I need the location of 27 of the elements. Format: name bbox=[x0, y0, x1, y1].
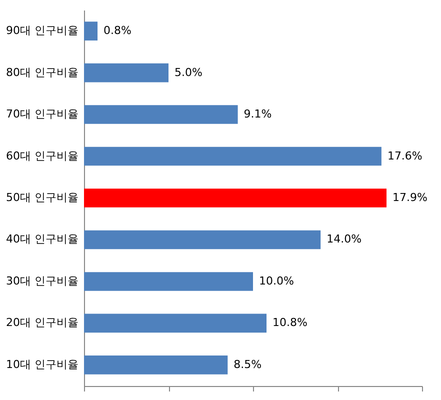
y-tick-label: 10대 인구비율 bbox=[6, 358, 78, 371]
data-label: 14.0% bbox=[326, 232, 362, 246]
bar bbox=[84, 146, 382, 166]
bar bbox=[84, 63, 168, 82]
bar bbox=[84, 105, 238, 124]
data-label: 5.0% bbox=[174, 66, 202, 79]
data-label: 10.0% bbox=[259, 274, 294, 288]
y-tick-label: 80대 인구비율 bbox=[6, 66, 78, 79]
data-label: 0.8% bbox=[104, 24, 132, 38]
data-label: 9.1% bbox=[244, 108, 272, 121]
bar bbox=[84, 356, 228, 374]
bar bbox=[84, 188, 387, 208]
y-tick-label: 50대 인구비율 bbox=[6, 191, 78, 204]
bar bbox=[84, 272, 253, 291]
y-tick-label: 60대 인구비율 bbox=[6, 149, 78, 162]
data-label: 17.9% bbox=[392, 191, 428, 204]
bar bbox=[84, 230, 321, 250]
bar bbox=[84, 22, 98, 40]
y-tick-label: 40대 인구비율 bbox=[6, 232, 78, 246]
bar bbox=[84, 314, 267, 333]
data-label: 17.6% bbox=[387, 149, 422, 162]
data-label: 8.5% bbox=[234, 358, 262, 371]
data-label: 10.8% bbox=[272, 316, 308, 330]
y-tick-label: 90대 인구비율 bbox=[6, 24, 78, 38]
y-tick-label: 20대 인구비율 bbox=[6, 316, 78, 330]
y-tick-label: 30대 인구비율 bbox=[6, 274, 78, 288]
y-tick-label: 70대 인구비율 bbox=[6, 108, 78, 121]
